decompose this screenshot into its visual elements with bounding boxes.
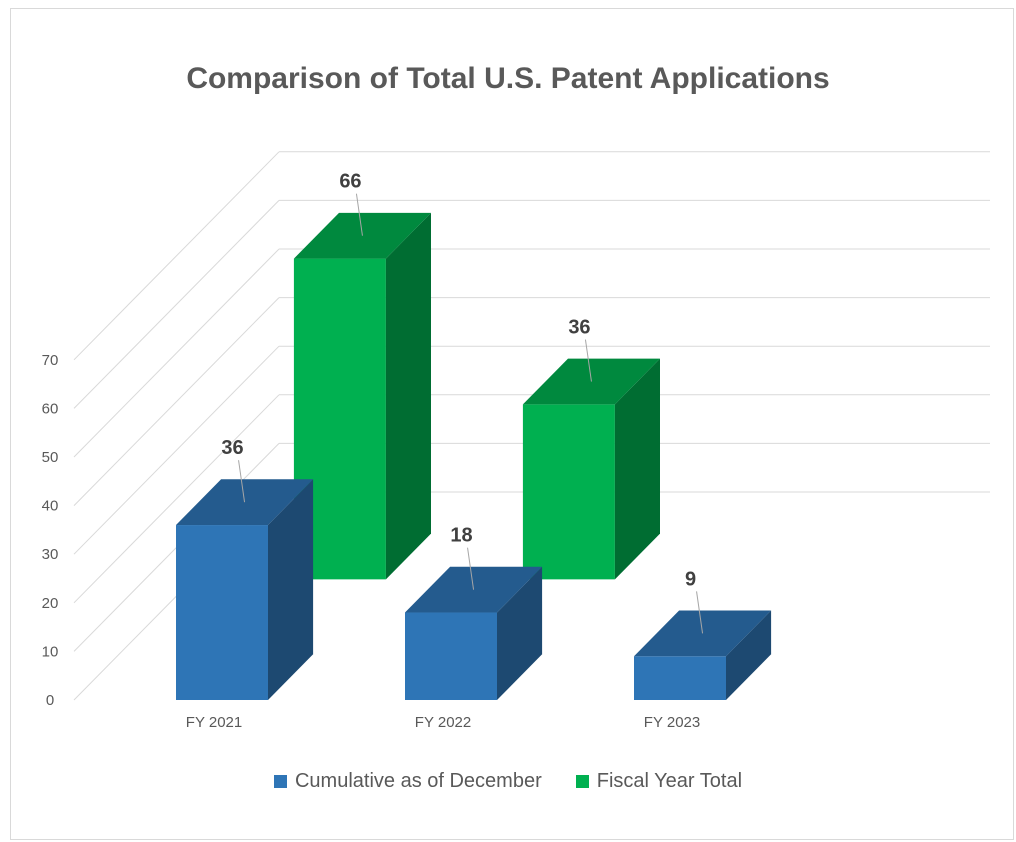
data-label-leader [584,339,592,382]
data-label: 36 [568,317,590,339]
y-tick-label: 40 [42,498,59,515]
bar-side-1-1 [614,358,660,580]
bar-side-0-2 [726,610,772,700]
gridline-side-40 [73,297,280,506]
x-tick-label: FY 2021 [186,714,242,731]
bar-cumulative-0 [176,525,268,700]
x-tick-label: FY 2023 [644,714,700,731]
legend-item-cumulative: Cumulative as of December [273,770,542,793]
y-tick-label: 20 [42,595,59,612]
legend-swatch-cumulative [273,775,287,788]
data-label-leader [467,547,475,590]
data-label-leader [238,460,246,503]
bar-cumulative-2 [634,656,726,700]
bar-fiscal-year-total-1 [522,404,615,580]
gridline-side-50 [73,248,280,458]
legend-swatch-fiscal-year-total [575,775,589,788]
chart-frame [10,8,1014,840]
y-tick-label: 30 [42,546,59,563]
legend-label-fiscal-year-total: Fiscal Year Total [596,770,743,792]
y-tick-label: 70 [42,352,59,369]
bar-side-0-1 [497,566,543,700]
data-label-leader [696,591,704,634]
y-tick-label: 50 [42,449,59,466]
y-tick-label: 60 [42,400,59,417]
chart-legend: Cumulative as of December Fiscal Year To… [0,770,1016,793]
chart-title: Comparison of Total U.S. Patent Applicat… [186,62,830,95]
data-label: 18 [450,525,472,547]
bar-side-0-0 [268,479,314,700]
gridline-side-30 [73,345,280,555]
data-label: 9 [685,568,696,590]
y-tick-label: 10 [42,643,59,660]
gridline-side-60 [73,200,280,409]
x-tick-label: FY 2022 [415,714,471,731]
gridline-side-20 [73,394,280,604]
data-label: 36 [221,437,243,459]
data-label: 66 [339,171,361,193]
legend-item-fiscal-year-total: Fiscal Year Total [575,770,743,793]
bar-cumulative-1 [405,612,497,700]
data-label-leader [355,193,363,236]
legend-label-cumulative: Cumulative as of December [294,770,542,792]
bar-top-1-1 [522,358,660,405]
gridline-side-70 [73,151,280,361]
y-tick-label: 0 [46,692,54,709]
bar-side-1-0 [385,212,431,580]
